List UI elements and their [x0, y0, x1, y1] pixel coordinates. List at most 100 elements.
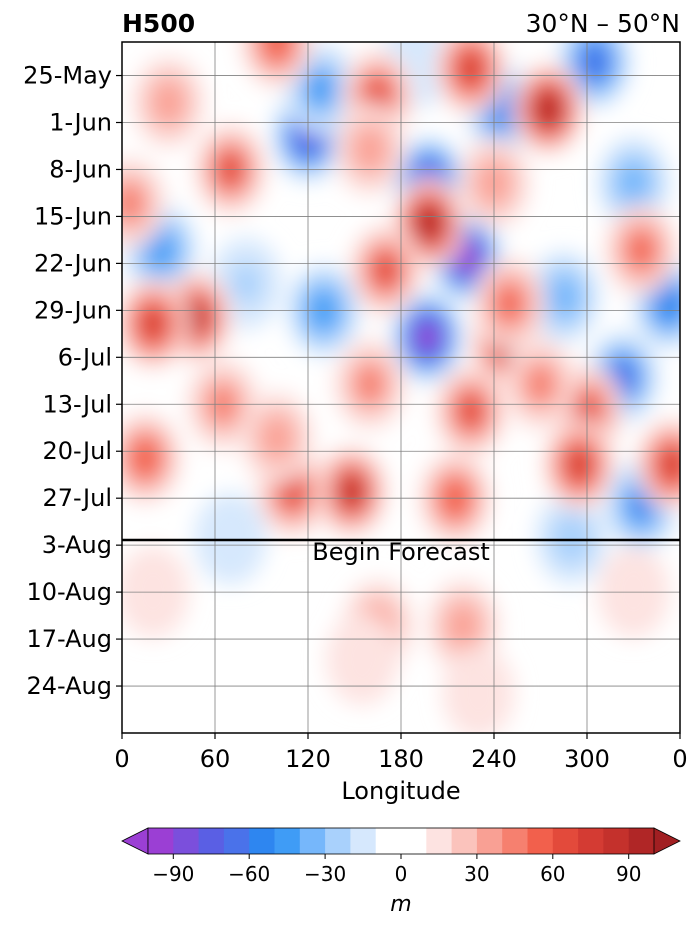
anomaly-contour [304, 68, 337, 110]
anomaly-contour [152, 81, 185, 124]
anomaly-blob [122, 411, 182, 504]
y-tick-label: 3-Aug [42, 531, 112, 559]
anomaly-blob [434, 42, 507, 115]
anomaly-contour [372, 252, 399, 288]
anomaly-contour [547, 276, 580, 318]
plot-area [122, 42, 680, 733]
colorbar-segment [502, 828, 528, 854]
x-tick-label: 0 [672, 745, 687, 773]
colorbar-segment [628, 828, 655, 854]
colorbar-segment [527, 828, 554, 854]
anomaly-contour [184, 301, 209, 333]
anomaly-contour [122, 182, 146, 224]
anomaly-blob [512, 63, 585, 156]
anomaly-blob [391, 291, 464, 384]
x-tick-label: 240 [471, 745, 517, 773]
colorbar-segment [426, 828, 453, 854]
colorbar-segment [198, 828, 225, 854]
anomaly-contour [617, 162, 650, 204]
colorbar-tick-label: 0 [395, 862, 408, 886]
y-tick-label: 15-Jun [34, 202, 112, 230]
chart-title-right: 30°N – 50°N [526, 9, 680, 38]
anomaly-blob [434, 364, 507, 457]
anomaly-contour [655, 286, 680, 322]
y-tick-label: 22-Jun [34, 249, 112, 277]
colorbar-segment [552, 828, 579, 854]
anomaly-blob [442, 646, 515, 733]
anomaly-contour [354, 363, 386, 405]
colorbar-segment [148, 828, 174, 854]
anomaly-contour [627, 232, 655, 268]
anomaly-contour [230, 262, 262, 305]
anomaly-blob [315, 445, 388, 538]
anomaly-blob [326, 613, 399, 706]
colorbar-segment [325, 828, 351, 854]
anomaly-contour [417, 208, 440, 238]
x-tick-label: 120 [285, 745, 331, 773]
y-tick-label: 25-May [23, 62, 112, 90]
colorbar-tick-label: −60 [228, 862, 270, 886]
colorbar-segment [451, 828, 478, 854]
y-tick-label: 20-Jul [43, 437, 113, 465]
anomaly-blob [132, 56, 205, 149]
colorbar-segment [299, 828, 326, 854]
colorbar-segment [476, 828, 503, 854]
colorbar-segment [350, 828, 377, 854]
colorbar-segment [173, 828, 200, 854]
x-axis-label: Longitude [341, 777, 460, 805]
colorbar-segment [603, 828, 630, 854]
y-tick-label: 13-Jul [43, 390, 113, 418]
anomaly-contour [263, 42, 291, 60]
anomaly-blob [349, 224, 422, 317]
x-tick-label: 180 [378, 745, 424, 773]
anomaly-contour [147, 232, 175, 268]
anomaly-contour [458, 53, 483, 85]
colorbar-segment [249, 828, 275, 854]
anomaly-blob [504, 338, 577, 431]
y-tick-label: 8-Jun [49, 155, 112, 183]
anomaly-blob [605, 203, 678, 296]
anomaly-blob [543, 418, 616, 511]
x-axis-ticks: 0 60 120 180 240 300 0 [114, 733, 688, 773]
y-tick-label: 24-Aug [26, 672, 112, 700]
anomaly-blob [558, 42, 631, 109]
y-tick-label: 17-Aug [26, 625, 112, 653]
anomaly-contour [209, 511, 252, 566]
colorbar-tick-label: 30 [464, 862, 489, 886]
colorbar-label: m [390, 892, 411, 917]
anomaly-contour [339, 475, 364, 508]
anomaly-contour [131, 440, 159, 476]
x-tick-label: 0 [114, 745, 129, 773]
colorbar-tick-label: 60 [540, 862, 565, 886]
anomaly-contour [279, 473, 306, 509]
anomaly-blob [597, 136, 670, 229]
anomaly-contour [341, 632, 384, 687]
anomaly-contour [582, 46, 607, 78]
anomaly-contour [457, 665, 500, 720]
y-tick-label: 27-Jul [43, 484, 113, 512]
anomaly-blob [122, 277, 189, 370]
anomaly-contour [550, 511, 593, 566]
anomaly-contour [567, 449, 592, 481]
y-axis-ticks: 25-May 1-Jun 8-Jun 15-Jun 22-Jun 29-Jun 6-Jul 1… [23, 62, 122, 700]
colorbar-tick-label: 90 [616, 862, 641, 886]
anomaly-blob [636, 418, 680, 511]
anomaly-contour [447, 604, 479, 647]
anomaly-contour [524, 363, 557, 405]
forecast-label: Begin Forecast [312, 538, 490, 566]
y-tick-label: 6-Jul [58, 343, 112, 371]
colorbar-tick-label: −90 [152, 862, 194, 886]
anomaly-blob [334, 103, 406, 196]
colorbar-tick-label: −30 [304, 862, 346, 886]
chart-title-left: H500 [122, 9, 195, 38]
x-tick-label: 60 [200, 745, 231, 773]
colorbar: −90 −60 −30 0 30 60 90 [121, 827, 681, 886]
anomaly-contour [261, 417, 293, 459]
anomaly-contour [496, 286, 523, 322]
anomaly-blob [194, 492, 267, 585]
colorbar-segment [375, 828, 427, 854]
anomaly-blob [527, 250, 600, 343]
colorbar-segment [578, 828, 604, 854]
anomaly-contour [416, 322, 439, 352]
anomaly-blob [334, 338, 406, 431]
